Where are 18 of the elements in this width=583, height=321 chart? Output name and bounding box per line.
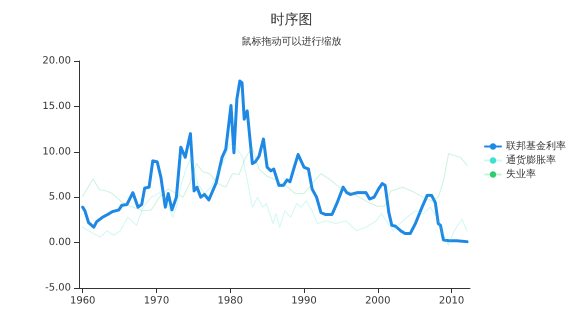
chart-title: 时序图 [270, 12, 312, 28]
y-tick-label: 15.00 [42, 100, 71, 112]
x-tick-label: 1980 [218, 296, 243, 306]
y-tick-label: 20.00 [42, 56, 71, 66]
y-tick-label: 10.00 [42, 146, 71, 158]
line-series [81, 79, 469, 244]
x-tick-label: 1970 [144, 296, 170, 306]
x-tick-label: 2000 [365, 296, 391, 306]
chart-subtitle: 鼠标拖动可以进行缩放 [242, 36, 342, 48]
legend-label: 联邦基金利率 [506, 140, 566, 152]
y-tick-label: 0.00 [48, 237, 71, 248]
y-tick-label: 5.00 [48, 192, 71, 203]
x-tick-label: 2010 [438, 296, 464, 306]
legend-label: 通货膨胀率 [506, 154, 556, 166]
x-tick-label: 1960 [70, 296, 96, 306]
x-tick-label: 1990 [291, 296, 317, 306]
legend-label: 失业率 [506, 168, 536, 180]
y-tick-label: -5.00 [45, 282, 71, 294]
